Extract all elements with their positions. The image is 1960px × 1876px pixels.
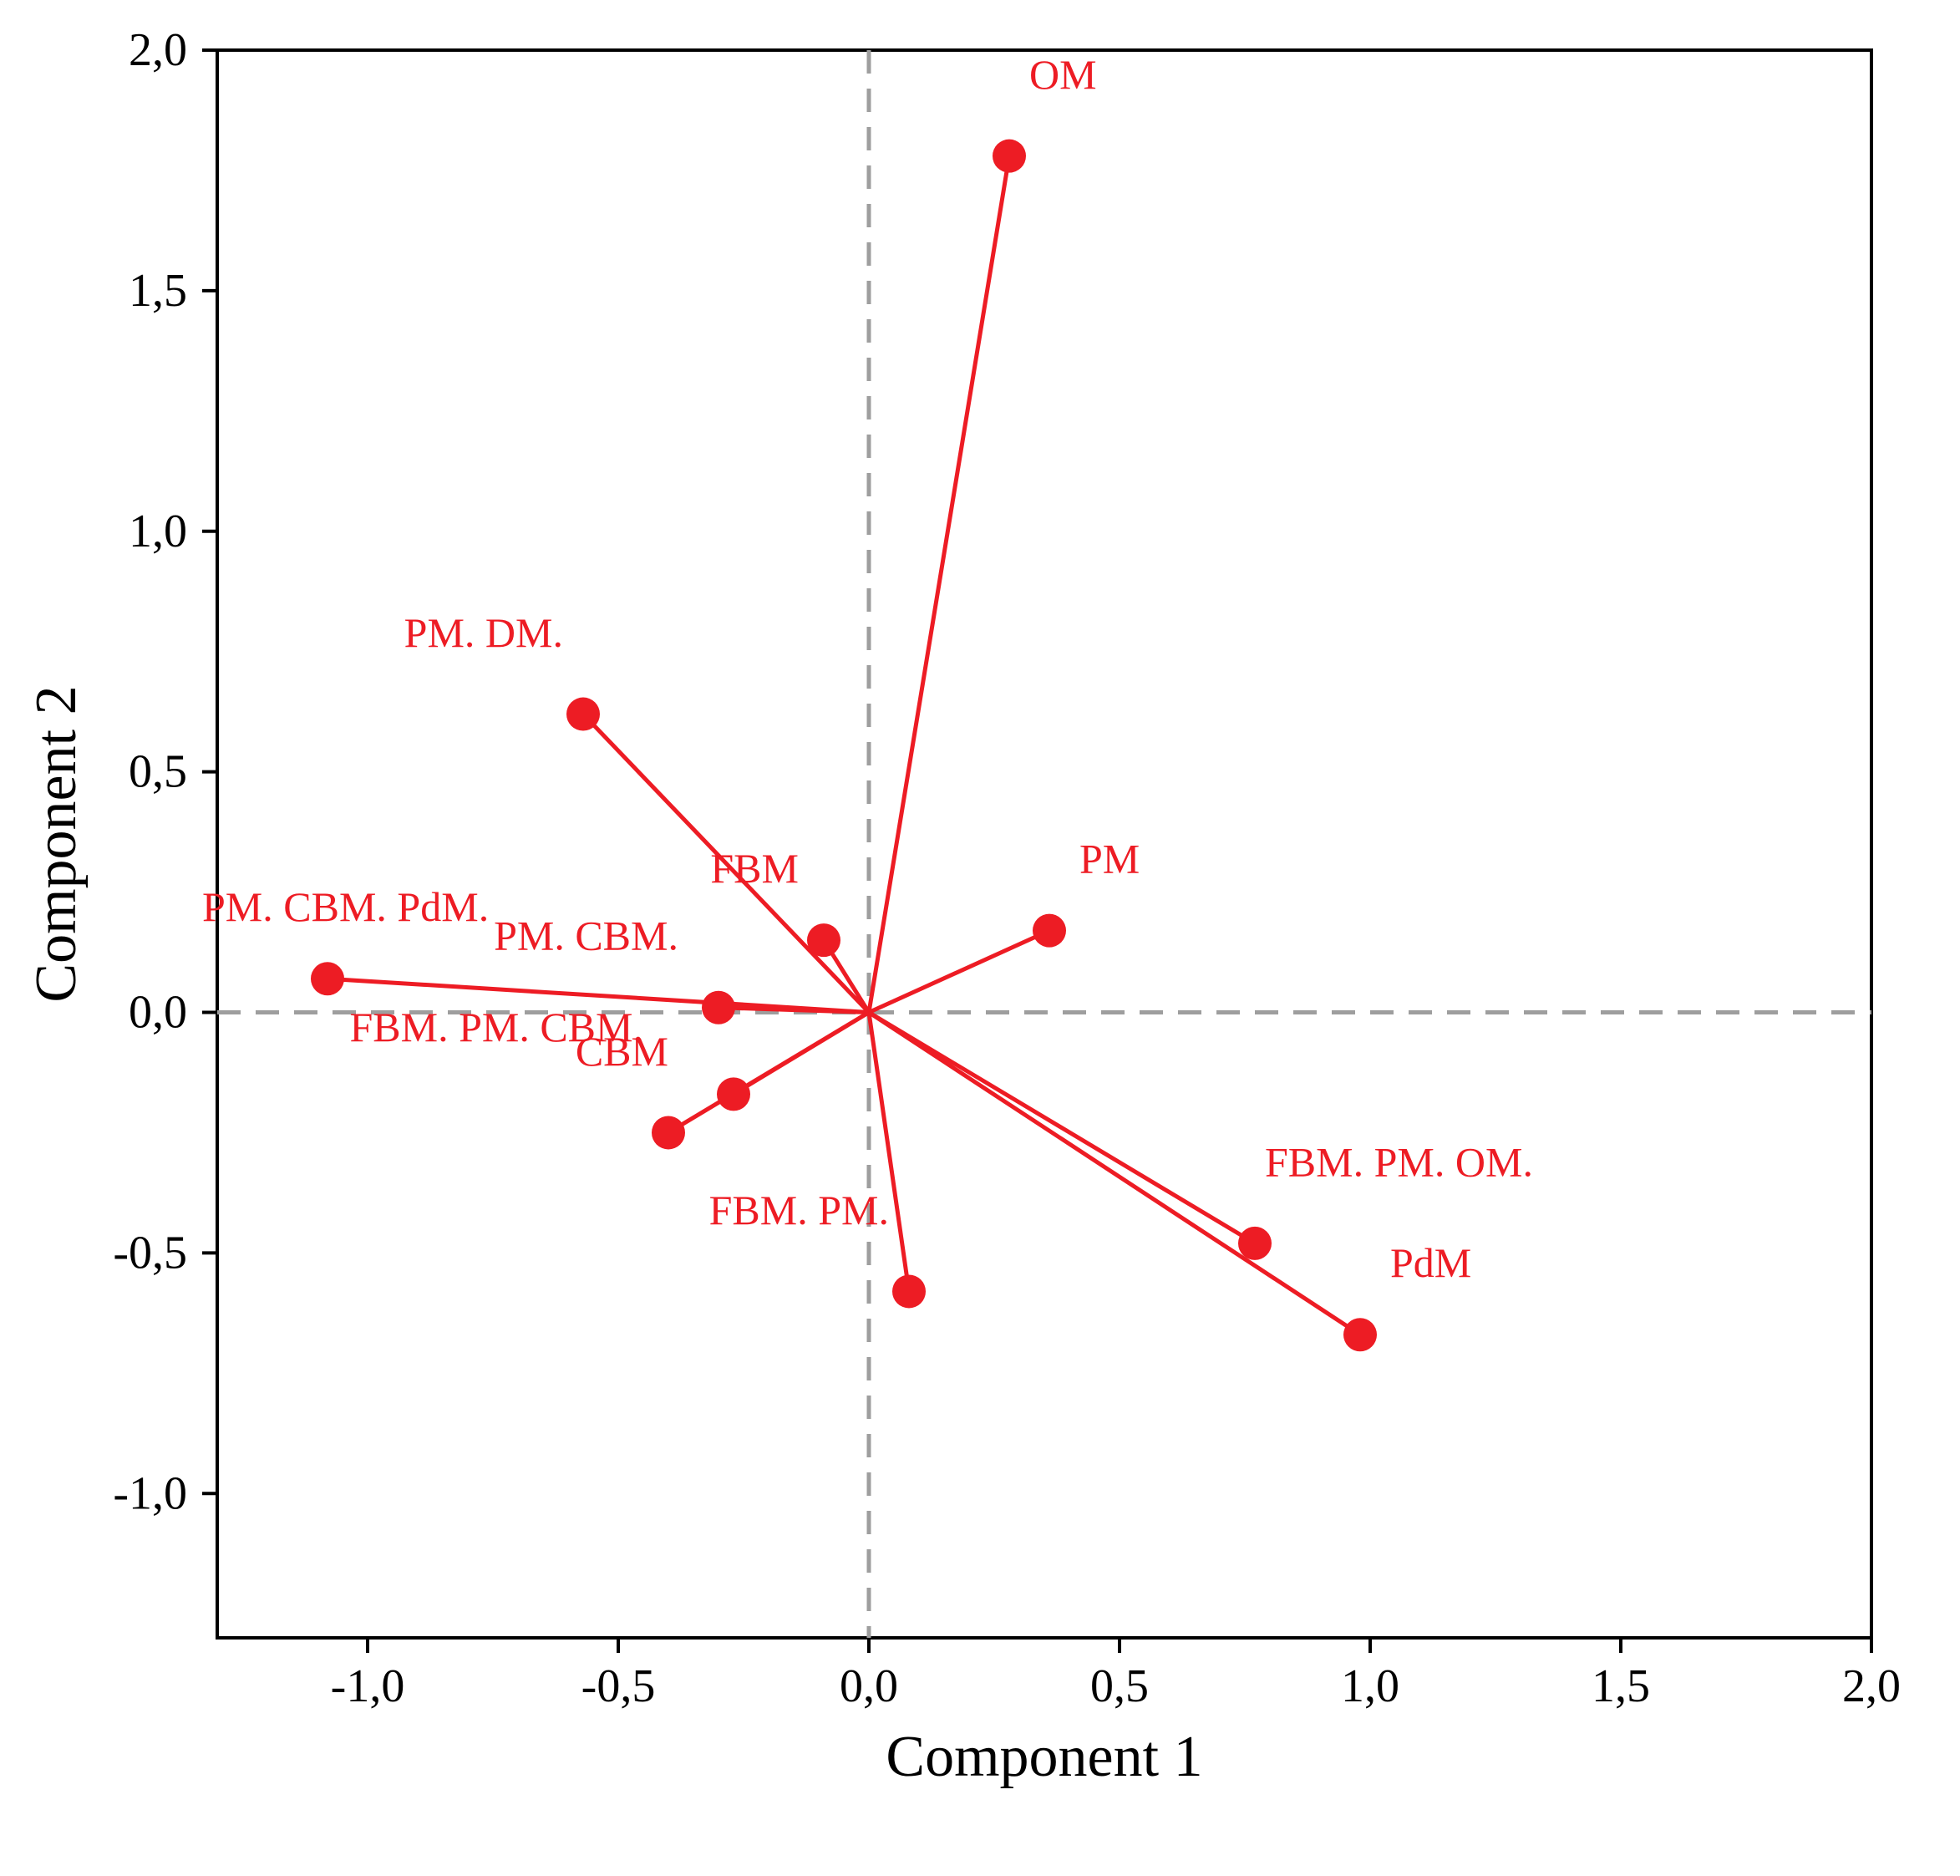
point-label: CBM — [576, 1028, 668, 1075]
x-tick-label: 0,0 — [840, 1660, 898, 1712]
y-tick-label: 2,0 — [129, 24, 187, 76]
y-tick-label: 0,0 — [129, 987, 187, 1039]
x-tick-label: -0,5 — [581, 1660, 656, 1712]
data-point — [566, 698, 600, 731]
point-label: PM. DM. — [404, 609, 563, 656]
y-tick-label: -0,5 — [113, 1227, 187, 1279]
y-axis-title: Component 2 — [24, 685, 89, 1002]
y-tick-label: 1,0 — [129, 506, 187, 557]
point-label: PM — [1079, 836, 1140, 882]
x-axis-title: Component 1 — [886, 1725, 1202, 1789]
y-tick-label: -1,0 — [113, 1467, 187, 1519]
data-point — [1238, 1227, 1272, 1260]
point-label: PdM — [1390, 1239, 1471, 1286]
data-point — [702, 991, 735, 1024]
biplot-chart: -1,0 -0,5 0,0 0,5 1,0 1,5 2,0 -1,0 -0,5 0,0 0,5 1,0… — [0, 0, 1960, 1876]
data-point — [652, 1116, 685, 1149]
point-label: PM. CBM. PdM. — [202, 883, 489, 930]
x-tick-label: 0,5 — [1090, 1660, 1149, 1712]
data-point — [311, 962, 344, 995]
data-point — [717, 1077, 750, 1111]
x-tick-label: -1,0 — [331, 1660, 405, 1712]
x-tick-label: 2,0 — [1842, 1660, 1901, 1712]
chart-svg: -1,0 -0,5 0,0 0,5 1,0 1,5 2,0 -1,0 -0,5 0,0 0,5 1,0… — [0, 0, 1960, 1876]
data-point — [892, 1274, 926, 1308]
chart-background — [0, 0, 1960, 1876]
data-point — [993, 140, 1026, 173]
point-label: OM — [1029, 51, 1097, 98]
data-point — [1033, 914, 1066, 948]
point-label: FBM. PM. — [709, 1187, 889, 1233]
point-label: FBM — [710, 845, 799, 892]
x-tick-label: 1,5 — [1592, 1660, 1650, 1712]
y-tick-label: 1,5 — [129, 265, 187, 317]
point-label: FBM. PM. OM. — [1265, 1138, 1533, 1185]
point-label: PM. CBM. — [494, 913, 678, 959]
y-tick-label: 0,5 — [129, 746, 187, 798]
data-point — [1343, 1318, 1377, 1351]
x-tick-label: 1,0 — [1341, 1660, 1399, 1712]
data-point — [807, 923, 840, 957]
